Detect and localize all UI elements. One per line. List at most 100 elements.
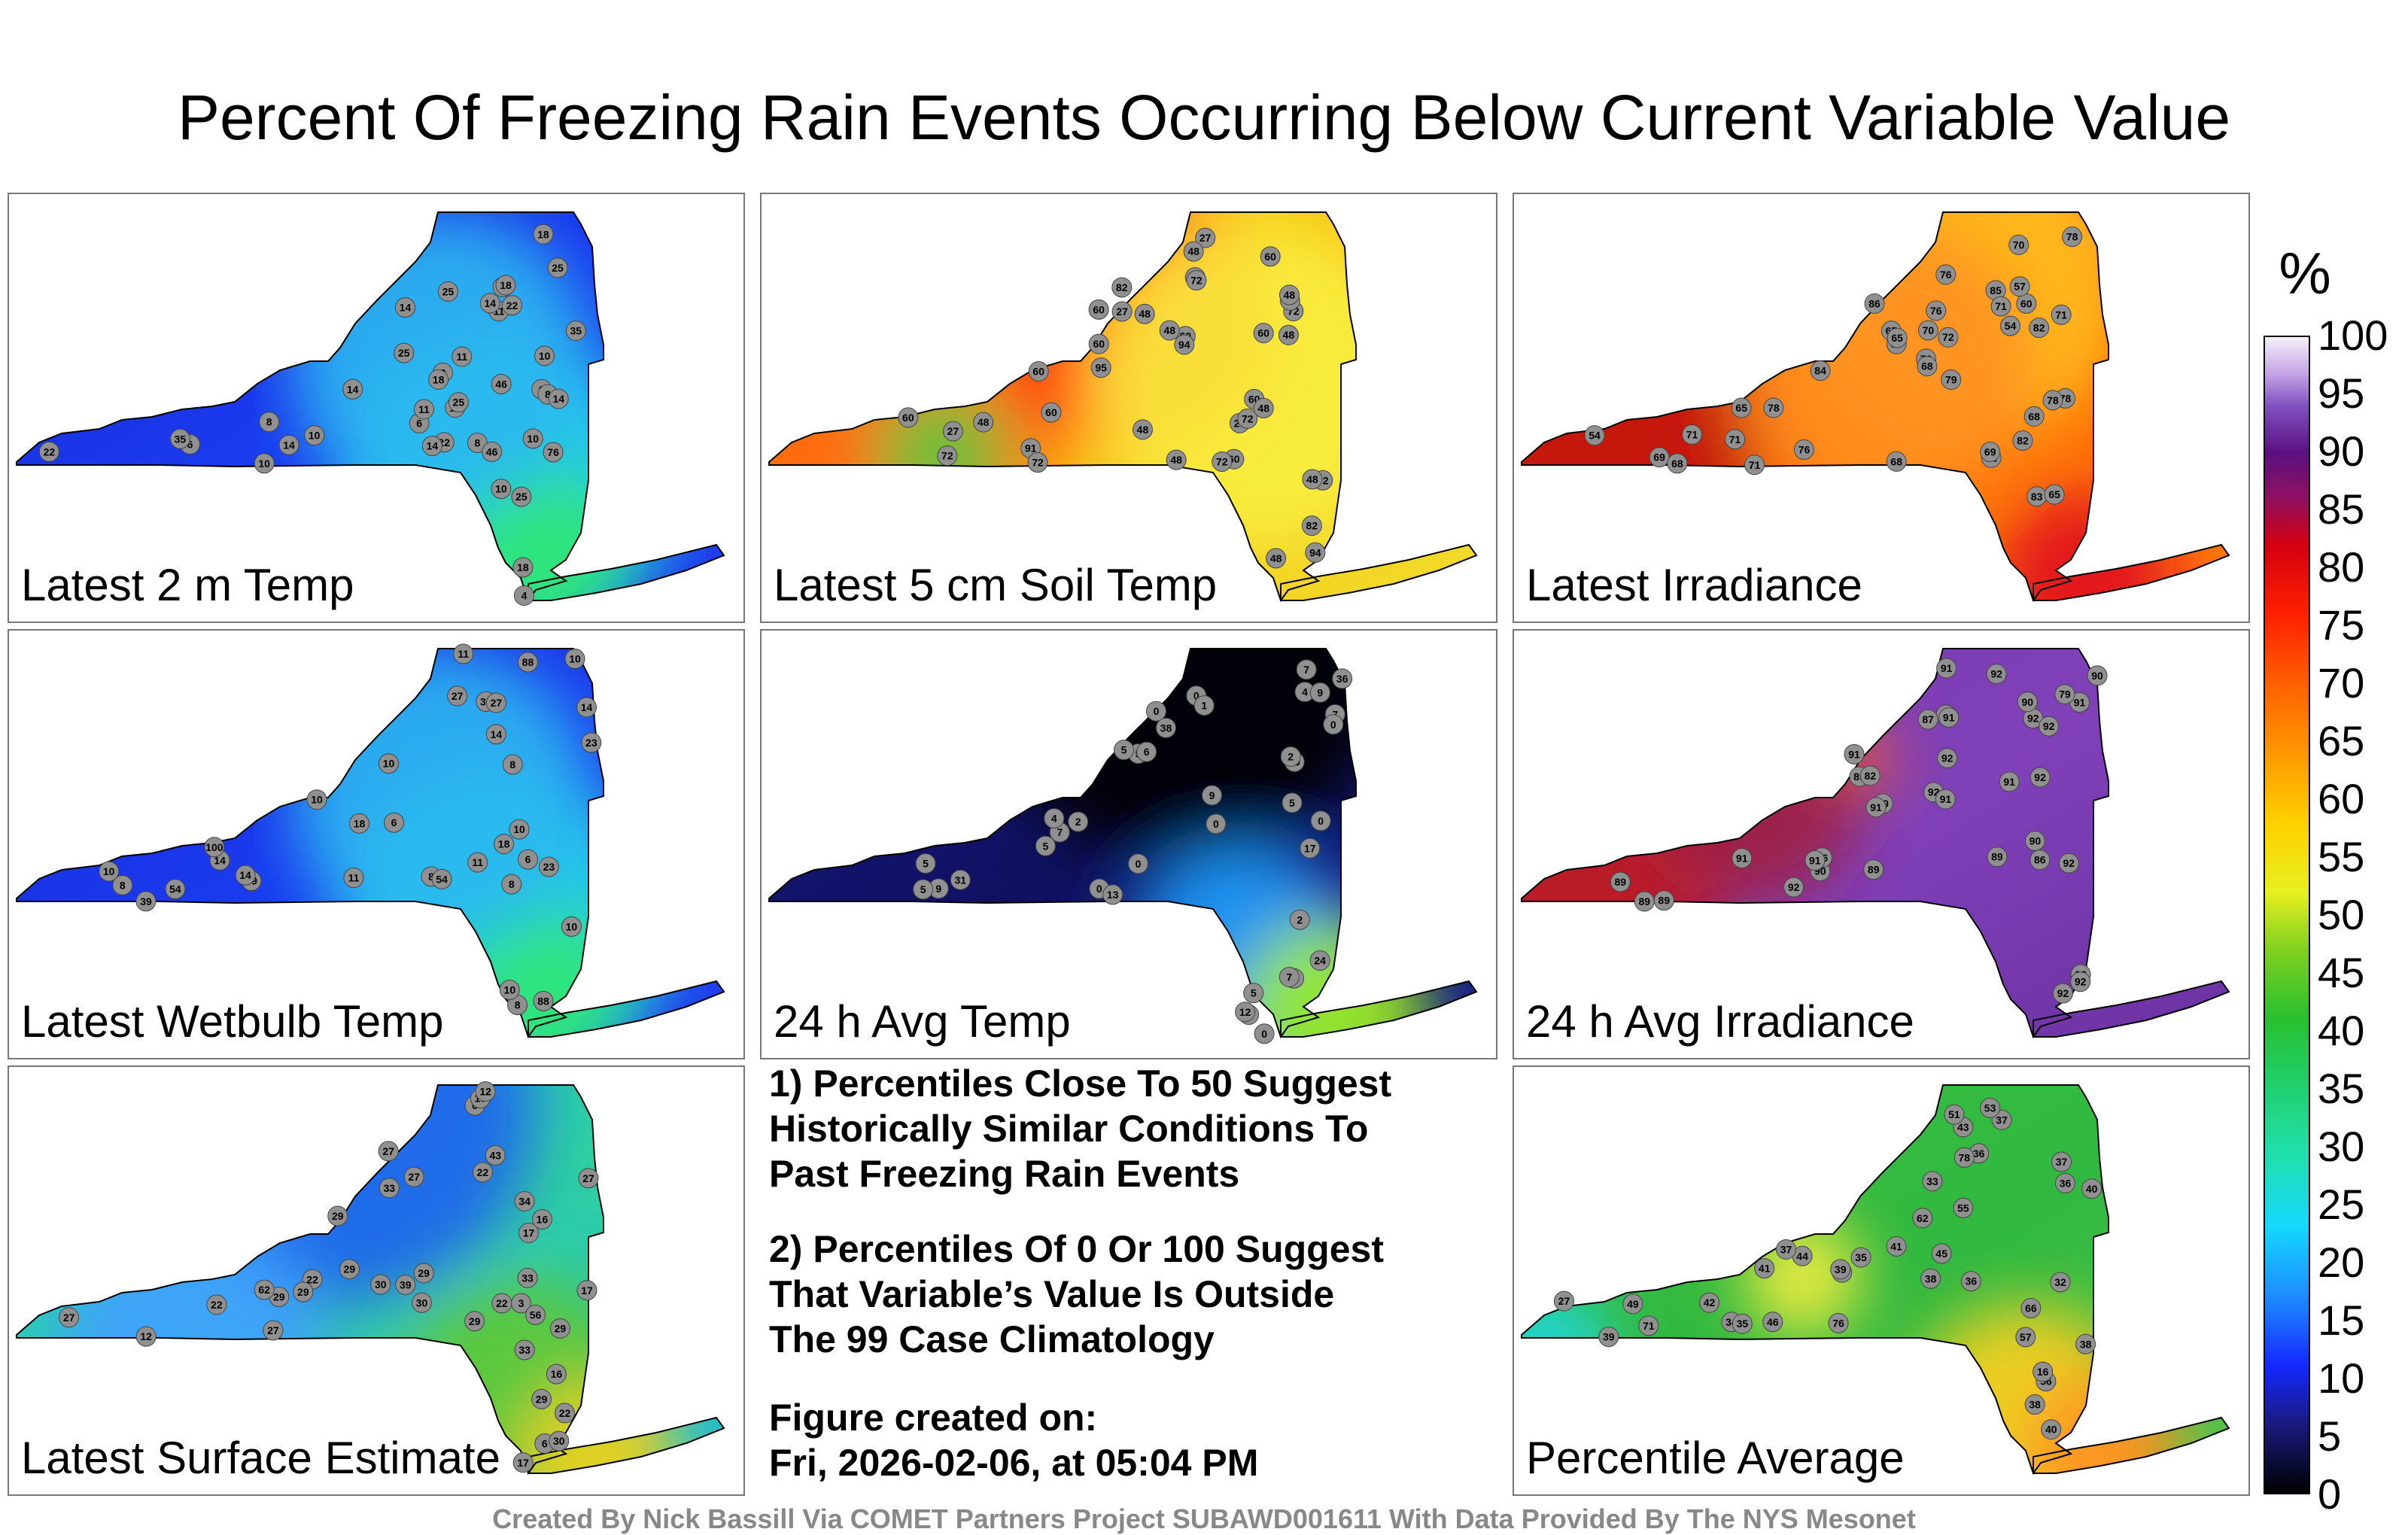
- station-value: 5: [1289, 797, 1295, 809]
- station-marker: 27: [1111, 301, 1133, 322]
- colorbar-tick-label: 55: [2318, 833, 2365, 880]
- station-marker: 30: [370, 1274, 391, 1295]
- station-marker: 49: [1622, 1293, 1643, 1315]
- station-marker: 29: [413, 1263, 434, 1284]
- station-value: 0: [1318, 815, 1324, 827]
- colorbar-unit: %: [2279, 240, 2331, 306]
- station-dot: [370, 1274, 391, 1295]
- station-marker: 14: [548, 388, 569, 409]
- station-marker: 0: [1310, 810, 1331, 831]
- station-dot: [1936, 658, 1957, 679]
- station-dot: [2087, 665, 2108, 686]
- station-marker: 92: [1937, 748, 1958, 769]
- station-dot: [1305, 542, 1326, 563]
- station-value: 29: [418, 1267, 430, 1279]
- station-value: 71: [1749, 459, 1761, 471]
- station-dot: [342, 378, 363, 400]
- station-dot: [1830, 1259, 1851, 1280]
- station-marker: 10: [306, 789, 327, 810]
- station-marker: 88: [533, 990, 554, 1011]
- station-value: 10: [513, 823, 525, 835]
- station-value: 14: [214, 854, 226, 866]
- station-dot: [564, 649, 585, 670]
- station-marker: 32: [2050, 1272, 2071, 1293]
- station-value: 92: [1941, 752, 1953, 764]
- station-dot: [1653, 890, 1674, 911]
- station-value: 38: [2029, 1399, 2041, 1411]
- station-dot: [278, 434, 299, 455]
- station-dot: [1886, 1236, 1907, 1257]
- station-value: 27: [382, 1145, 394, 1157]
- station-marker: 8: [112, 874, 133, 895]
- state-outline: [1521, 648, 2109, 1039]
- station-value: 35: [570, 325, 582, 337]
- station-marker: 91: [1938, 707, 1960, 728]
- station-dot: [937, 445, 958, 467]
- colorbar-tick-label: 75: [2318, 601, 2365, 649]
- note-line: Past Freezing Rain Events: [769, 1153, 1240, 1195]
- station-dot: [259, 412, 280, 433]
- station-marker: 40: [2041, 1419, 2062, 1440]
- station-dot: [1111, 301, 1133, 322]
- station-dot: [1309, 950, 1330, 971]
- station-dot: [1762, 1312, 1783, 1333]
- station-value: 39: [400, 1279, 412, 1291]
- station-value: 27: [63, 1312, 75, 1324]
- created-label: Figure created on:: [769, 1397, 1098, 1439]
- station-dot: [1280, 746, 1301, 767]
- station-value: 48: [1283, 329, 1295, 341]
- station-value: 34: [518, 1195, 531, 1207]
- station-marker: 92: [1783, 877, 1804, 898]
- station-marker: 34: [514, 1190, 535, 1211]
- station-dot: [1917, 356, 1938, 377]
- station-value: 60: [1093, 303, 1105, 315]
- station-dot: [485, 692, 506, 713]
- station-dot: [491, 373, 512, 394]
- station-value: 0: [1261, 1028, 1267, 1040]
- station-marker: 14: [394, 297, 415, 318]
- station-value: 18: [354, 817, 366, 829]
- station-marker: 82: [1111, 277, 1133, 298]
- station-value: 43: [1957, 1121, 1969, 1133]
- station-marker: 14: [421, 436, 442, 457]
- station-value: 72: [1242, 412, 1254, 424]
- ny-map: 6681011101123141081014827181014113914810…: [16, 643, 725, 1039]
- station-dot: [413, 1263, 434, 1284]
- station-marker: 71: [2051, 304, 2072, 325]
- station-marker: 68: [1886, 451, 1907, 472]
- station-marker: 76: [1935, 264, 1956, 285]
- station-dot: [482, 441, 503, 462]
- station-marker: 23: [581, 732, 602, 753]
- station-dot: [421, 436, 442, 457]
- station-dot: [1300, 837, 1321, 859]
- station-marker: 9: [1202, 785, 1223, 806]
- station-value: 30: [553, 1435, 565, 1447]
- colorbar-tick-label: 20: [2318, 1239, 2365, 1286]
- station-dot: [1127, 853, 1148, 874]
- station-marker: 92: [2052, 983, 2073, 1004]
- station-value: 8: [120, 879, 126, 891]
- station-dot: [135, 1326, 157, 1347]
- station-dot: [517, 652, 538, 673]
- station-dot: [1035, 835, 1056, 856]
- station-marker: 35: [169, 428, 190, 449]
- station-marker: 18: [428, 369, 449, 390]
- station-marker: 10: [522, 428, 543, 449]
- station-marker: 72: [1186, 270, 1207, 291]
- station-value: 27: [582, 1172, 594, 1184]
- station-marker: 0: [1254, 1023, 1275, 1044]
- station-value: 94: [1178, 339, 1190, 351]
- station-value: 2: [1297, 913, 1303, 926]
- station-value: 10: [539, 350, 551, 362]
- station-marker: 76: [1926, 300, 1947, 321]
- station-dot: [1186, 270, 1207, 291]
- station-value: 48: [1170, 454, 1182, 466]
- station-dot: [2058, 853, 2079, 874]
- station-value: 79: [2059, 688, 2071, 701]
- station-marker: 14: [576, 697, 597, 718]
- station-marker: 92: [2058, 853, 2079, 874]
- station-dot: [898, 407, 919, 428]
- station-marker: 43: [485, 1144, 506, 1166]
- station-value: 48: [1187, 245, 1199, 257]
- station-dot: [395, 1275, 416, 1296]
